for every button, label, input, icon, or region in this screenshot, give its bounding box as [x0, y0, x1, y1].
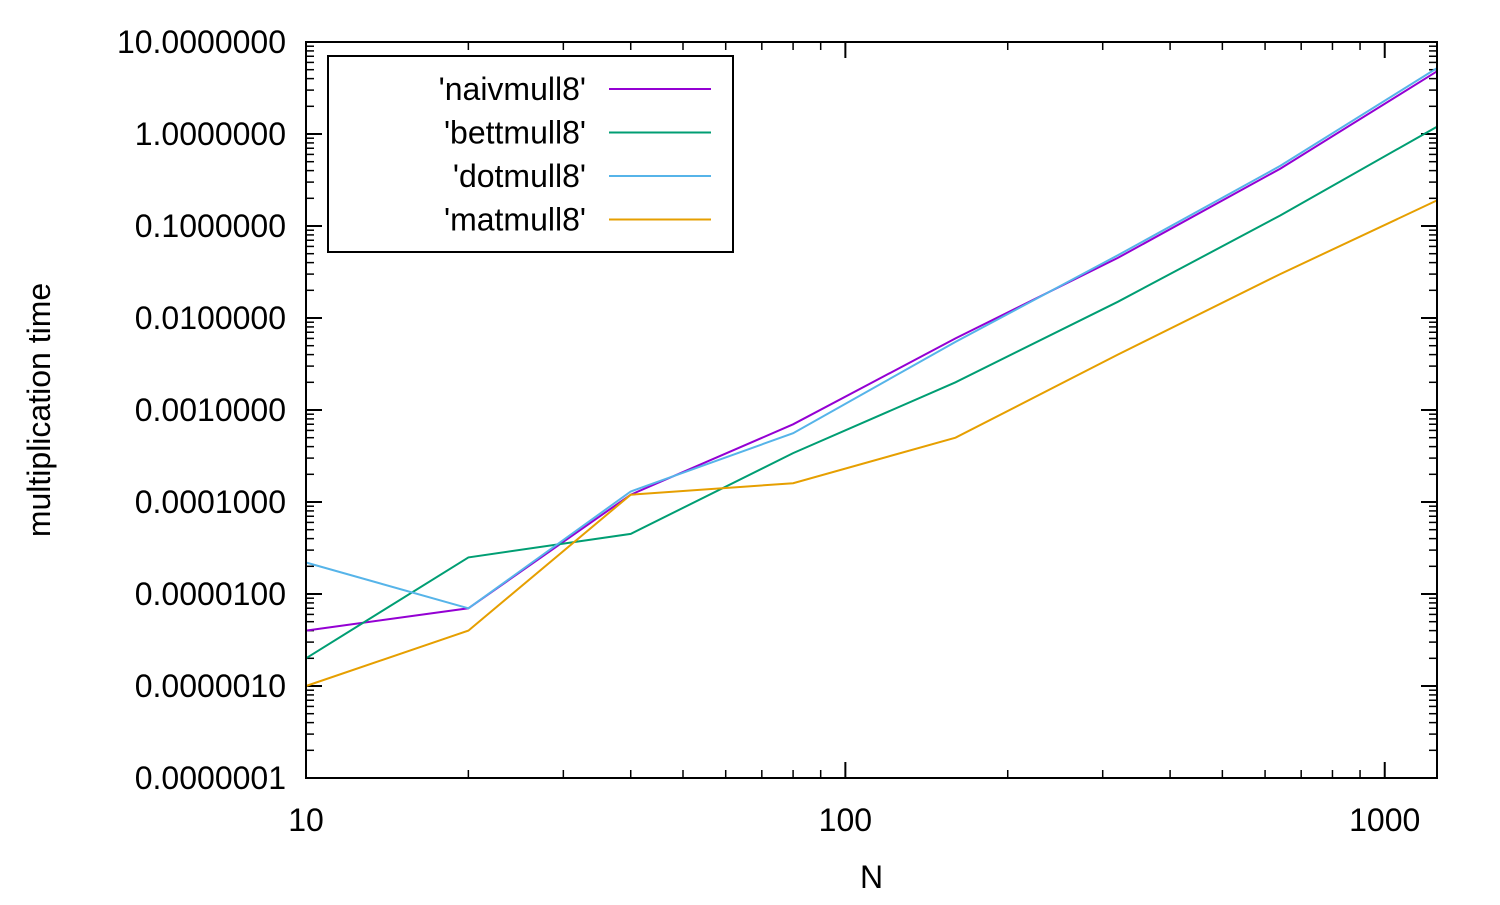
y-tick-label: 0.0000001 — [135, 760, 286, 796]
series-line-4 — [305, 199, 1438, 687]
legend-label-2: 'bettmull8' — [444, 115, 586, 151]
y-tick-label: 0.0010000 — [135, 392, 286, 428]
plot-frame — [305, 41, 1438, 779]
legend-label-1: 'naivmull8' — [439, 71, 586, 107]
legend-label-4: 'matmull8' — [444, 202, 586, 238]
x-axis-label: N — [860, 859, 883, 895]
y-tick-label: 0.0100000 — [135, 300, 286, 336]
series-layer — [305, 67, 1438, 687]
series-line-2 — [305, 125, 1438, 660]
legend: 'naivmull8' 'bettmull8' 'dotmull8' 'matmull… — [327, 55, 734, 253]
x-tick-label: 100 — [819, 802, 872, 838]
x-tick-label: 10 — [288, 802, 324, 838]
y-tick-label: 1.0000000 — [135, 116, 286, 152]
y-tick-label: 0.1000000 — [135, 208, 286, 244]
y-tick-label: 0.0001000 — [135, 484, 286, 520]
x-tick-label: 1000 — [1349, 802, 1420, 838]
y-tick-label: 10.0000000 — [117, 24, 286, 60]
series-line-3 — [305, 67, 1438, 610]
y-tick-label: 0.0000100 — [135, 576, 286, 612]
y-axis-label: multiplication time — [21, 283, 57, 537]
ticks-layer: 10 100 1000 10.0000000 1.0000000 0.1000000 0.0… — [117, 24, 1437, 838]
y-tick-label: 0.0000010 — [135, 668, 286, 704]
legend-label-3: 'dotmull8' — [453, 158, 586, 194]
